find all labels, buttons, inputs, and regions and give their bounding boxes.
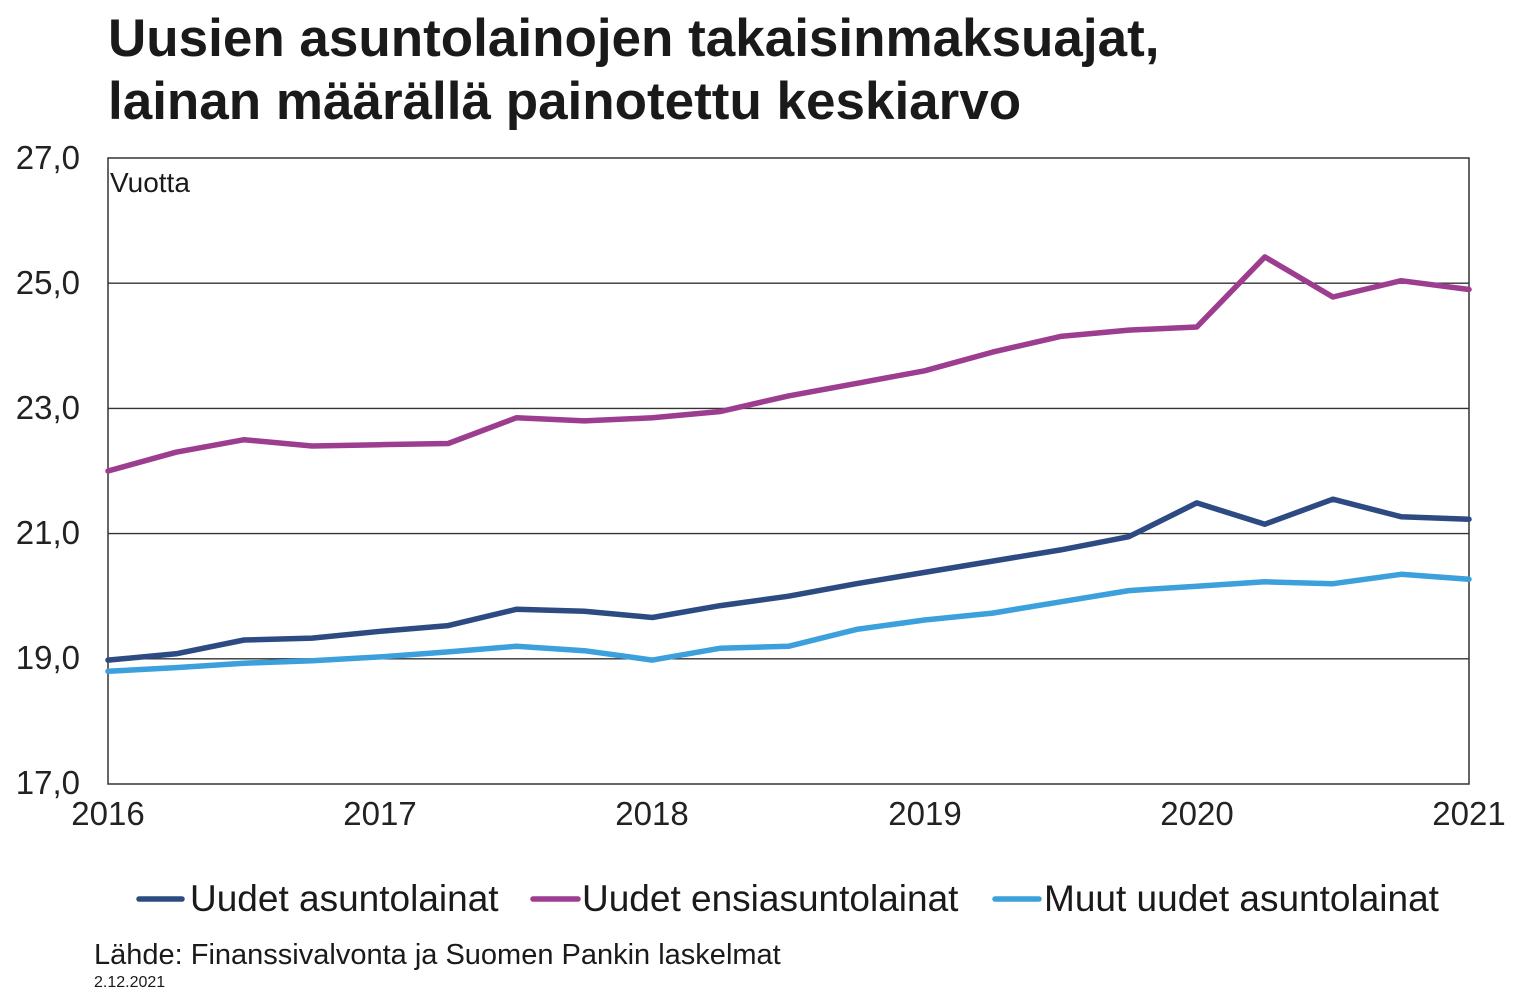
svg-text:Uudet asuntolainat: Uudet asuntolainat (190, 878, 499, 919)
svg-text:2018: 2018 (615, 795, 688, 832)
svg-text:21,0: 21,0 (16, 514, 80, 551)
svg-text:19,0: 19,0 (16, 639, 80, 676)
svg-text:Muut uudet asuntolainat: Muut uudet asuntolainat (1044, 878, 1440, 919)
svg-text:27,0: 27,0 (16, 139, 80, 176)
svg-text:2.12.2021: 2.12.2021 (94, 974, 165, 991)
svg-text:2019: 2019 (888, 795, 961, 832)
svg-text:Lähde: Finanssivalvonta ja Suo: Lähde: Finanssivalvonta ja Suomen Pankin… (94, 939, 781, 971)
svg-text:2017: 2017 (343, 795, 416, 832)
svg-text:2020: 2020 (1160, 795, 1233, 832)
svg-text:Uudet ensiasuntolainat: Uudet ensiasuntolainat (582, 878, 959, 919)
svg-text:23,0: 23,0 (16, 389, 80, 426)
svg-text:Vuotta: Vuotta (110, 167, 190, 198)
svg-text:25,0: 25,0 (16, 264, 80, 301)
svg-text:2016: 2016 (71, 795, 144, 832)
svg-text:2021: 2021 (1432, 795, 1505, 832)
